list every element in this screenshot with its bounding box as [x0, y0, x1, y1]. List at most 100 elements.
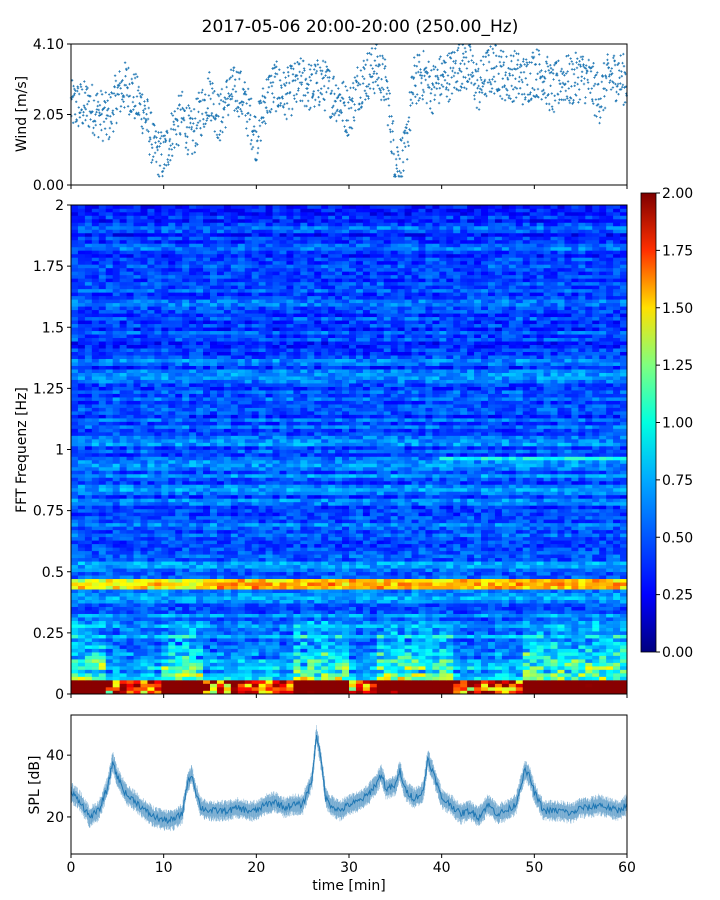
spectrogram-cell	[474, 652, 482, 656]
spectrogram-cell	[237, 571, 246, 576]
spectrogram-cell	[613, 491, 621, 496]
spectrogram-cell	[536, 645, 544, 649]
spectrogram-cell	[397, 561, 405, 566]
spectrogram-cell	[258, 617, 266, 621]
spectrogram-cell	[112, 571, 120, 576]
spectrogram-cell	[168, 557, 176, 562]
spectrogram-cell	[536, 491, 544, 496]
spectrogram-cell	[126, 571, 134, 576]
spectrogram-cell	[196, 617, 204, 621]
spectrogram-cell	[425, 645, 433, 649]
spectrogram-cell	[397, 501, 405, 506]
spectrogram-cell	[91, 575, 100, 580]
spectrogram-cell	[307, 540, 315, 545]
spectrogram-cell	[411, 620, 419, 625]
spectrogram-cell	[265, 638, 273, 642]
spectrogram-cell	[557, 480, 565, 485]
spectrogram-cell	[77, 687, 86, 691]
spectrogram-cell	[328, 613, 336, 618]
spectrogram-cell	[613, 631, 621, 635]
spectrogram-cell	[488, 606, 496, 611]
spectrogram-cell	[571, 564, 579, 569]
spectrogram-cell	[272, 578, 280, 583]
spectrogram-cell	[237, 491, 246, 496]
spectrogram-cell	[244, 508, 252, 513]
spectrogram-cell	[543, 484, 551, 489]
spectrogram-cell	[314, 543, 322, 548]
spectrogram-cell	[328, 498, 336, 503]
spectrogram-cell	[279, 673, 287, 677]
spectrogram-cell	[557, 557, 565, 562]
spectrogram-cell	[154, 554, 162, 559]
spectrogram-cell	[300, 624, 308, 628]
spectrogram-cell	[335, 564, 343, 569]
spectrogram-cell	[300, 659, 308, 663]
spectrogram-cell	[77, 522, 86, 527]
spectrogram-cell	[126, 484, 134, 489]
spectrogram-cell	[432, 634, 440, 639]
spectrogram-cell	[557, 564, 565, 569]
spectrogram-cell	[147, 533, 155, 538]
spectrogram-cell	[251, 547, 259, 552]
spectrogram-cell	[460, 540, 468, 545]
spectrogram-cell	[467, 634, 475, 639]
spectrogram-cell	[314, 624, 322, 628]
spectrogram-cell	[474, 641, 482, 646]
spectrogram-cell	[460, 501, 468, 506]
spectrogram-cell	[140, 519, 148, 524]
spectrogram-cell	[77, 683, 86, 688]
spectrogram-cell	[474, 536, 482, 541]
spectrogram-cell	[244, 480, 252, 485]
spectrogram-cell	[592, 501, 600, 506]
spectrogram-cell	[369, 645, 378, 649]
spectrogram-cell	[175, 638, 183, 642]
spectrogram-cell	[314, 683, 322, 688]
spectrogram-cell	[488, 666, 496, 670]
spectrogram-cell	[203, 512, 211, 517]
spectrogram-cell	[105, 540, 113, 545]
spectrogram-cell	[77, 620, 86, 625]
spectrogram-cell	[126, 578, 134, 583]
spectrogram-cell	[154, 606, 162, 611]
spectrogram-cell	[223, 536, 232, 541]
spectrogram-cell	[397, 690, 405, 695]
spectrogram-cell	[154, 641, 162, 646]
spectrogram-cell	[425, 634, 433, 639]
spectrogram-cell	[425, 592, 433, 597]
spectrogram-cell	[168, 494, 176, 499]
spectrogram-cell	[223, 624, 232, 628]
spectrogram-cell	[606, 557, 614, 562]
spectrogram-cell	[543, 575, 551, 580]
spectrogram-cell	[216, 515, 225, 520]
spectrogram-cell	[390, 627, 398, 632]
spectrogram-cell	[168, 592, 176, 597]
spectrogram-cell	[529, 561, 537, 566]
spectrogram-cell	[564, 480, 572, 485]
spectrogram-cell	[425, 494, 433, 499]
spectrogram-cell	[349, 547, 357, 552]
spectrogram-cell	[425, 540, 433, 545]
spectrogram-cell	[439, 526, 447, 531]
spectrogram-cell	[529, 683, 537, 688]
spectrogram-cell	[223, 627, 232, 632]
spectrogram-cell	[592, 655, 600, 660]
spectrogram-cell	[543, 603, 551, 607]
spectrogram-cell	[369, 571, 378, 576]
spectrogram-cell	[481, 494, 489, 499]
spectrogram-cell	[279, 484, 287, 489]
spectrogram-cell	[418, 484, 426, 489]
spectrogram-cell	[196, 641, 204, 646]
spectrogram-cell	[175, 596, 183, 600]
spectrogram-cell	[439, 508, 447, 513]
spectrogram-cell	[369, 529, 378, 534]
spectrogram-cell	[543, 550, 551, 555]
spectrogram-cell	[522, 589, 530, 593]
spectrogram-cell	[578, 673, 586, 677]
spectrogram-cell	[84, 638, 93, 642]
spectrogram-cell	[355, 634, 364, 639]
spectrogram-cell	[91, 564, 100, 569]
spectrogram-cell	[210, 610, 218, 614]
wind-ylabel: Wind [m/s]	[14, 76, 30, 152]
spectrogram-cell	[154, 501, 162, 506]
spectrogram-cell	[251, 529, 259, 534]
